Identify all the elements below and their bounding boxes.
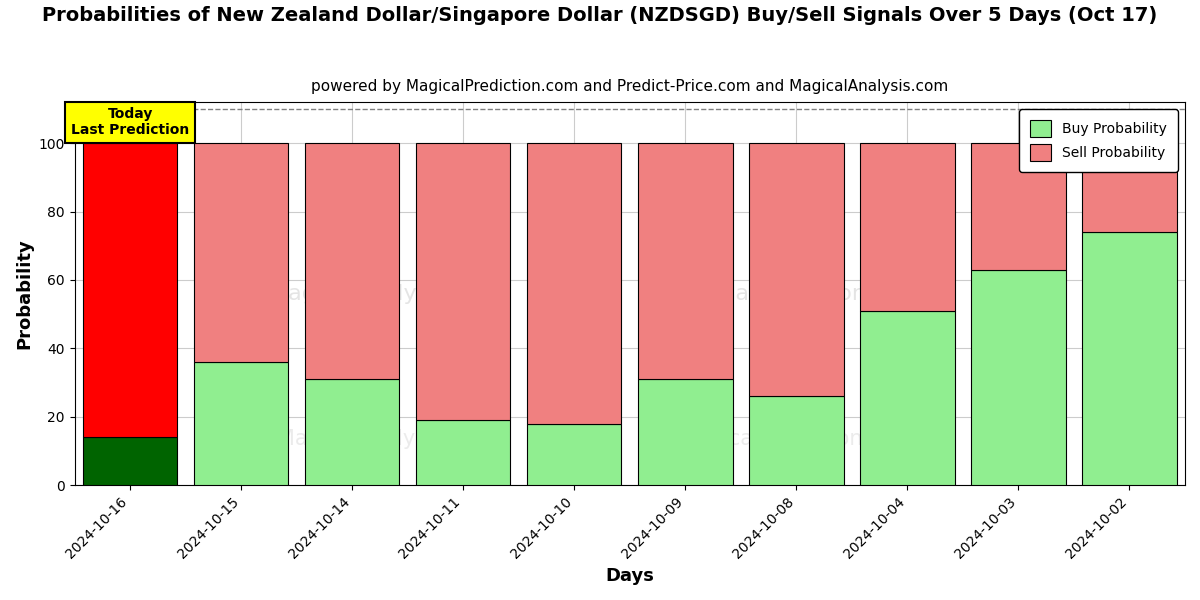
Bar [749,396,844,485]
Bar [83,437,178,485]
Legend: Buy Probability, Sell Probability: Buy Probability, Sell Probability [1019,109,1178,172]
Text: Today
Last Prediction: Today Last Prediction [71,107,190,137]
Bar [749,143,844,396]
Text: Probabilities of New Zealand Dollar/Singapore Dollar (NZDSGD) Buy/Sell Signals O: Probabilities of New Zealand Dollar/Sing… [42,6,1158,25]
Bar [638,379,732,485]
Bar [416,420,510,485]
Bar [194,143,288,362]
Bar [860,311,955,485]
Bar [1082,143,1177,232]
Bar [194,362,288,485]
Bar [638,143,732,379]
Y-axis label: Probability: Probability [16,238,34,349]
X-axis label: Days: Days [605,567,654,585]
Bar [305,379,400,485]
Bar [860,143,955,311]
Bar [971,143,1066,269]
Bar [527,424,622,485]
Bar [305,143,400,379]
Bar [1082,232,1177,485]
Text: MagicalPrediction.com: MagicalPrediction.com [679,429,913,449]
Title: powered by MagicalPrediction.com and Predict-Price.com and MagicalAnalysis.com: powered by MagicalPrediction.com and Pre… [311,79,948,94]
Bar [527,143,622,424]
Text: MagicalAnalysis.com: MagicalAnalysis.com [277,429,494,449]
Bar [83,143,178,437]
Text: MagicalAnalysis.com: MagicalAnalysis.com [270,284,502,304]
Bar [971,269,1066,485]
Bar [416,143,510,420]
Text: MagicalPrediction.com: MagicalPrediction.com [671,284,922,304]
